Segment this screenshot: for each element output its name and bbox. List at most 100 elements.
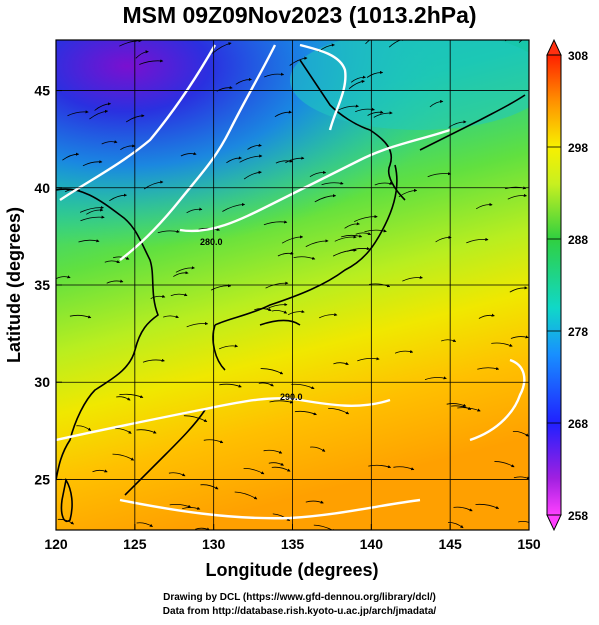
x-tick-label: 140 <box>360 536 384 552</box>
streamline <box>475 202 493 210</box>
streamline <box>175 266 195 273</box>
streamline <box>289 56 308 66</box>
y-axis: 25 30 35 40 45 <box>34 83 62 487</box>
streamline <box>374 181 393 186</box>
x-tick-label: 145 <box>438 536 462 552</box>
streamline <box>56 275 71 280</box>
streamline <box>79 205 104 213</box>
y-axis-label: Latitude (degrees) <box>4 207 24 363</box>
streamline <box>170 293 188 297</box>
streamline <box>333 361 349 365</box>
streamline <box>219 344 239 350</box>
streamline <box>94 102 112 111</box>
streamline <box>478 313 495 319</box>
streamline <box>109 193 128 202</box>
cold-ocean-region <box>290 40 529 130</box>
x-tick-label: 125 <box>123 536 147 552</box>
streamline <box>104 260 120 264</box>
streamline <box>334 235 357 242</box>
streamline <box>305 500 324 504</box>
y-tick-label: 45 <box>34 83 50 99</box>
streamline <box>518 521 529 523</box>
contour-label: 280.0 <box>200 237 223 247</box>
streamline <box>451 405 472 410</box>
streamline <box>441 338 457 342</box>
streamline <box>305 239 329 247</box>
streamline <box>314 194 337 203</box>
streamline <box>150 294 166 299</box>
streamline <box>234 491 258 500</box>
streamline <box>429 99 444 108</box>
x-tick-label: 135 <box>281 536 305 552</box>
streamline <box>119 393 144 399</box>
streamline <box>357 357 380 362</box>
streamline <box>271 310 288 314</box>
streamline <box>512 430 529 437</box>
streamline <box>265 302 288 310</box>
colorbar-tick-label: 278 <box>568 325 588 339</box>
streamline <box>222 202 246 212</box>
streamline <box>263 220 288 226</box>
grid-lines <box>56 40 529 530</box>
streamline <box>116 396 131 401</box>
streamline <box>264 72 285 78</box>
streamline <box>163 315 179 319</box>
streamline <box>235 77 253 85</box>
streamline <box>369 283 391 288</box>
streamline <box>120 144 136 151</box>
streamline <box>119 40 142 47</box>
streamline <box>168 472 186 477</box>
colorbar: 258 268 278 288 298 308 <box>546 38 588 532</box>
streamline <box>183 415 208 422</box>
streamline <box>173 271 189 277</box>
streamline <box>354 214 378 222</box>
streamline <box>200 484 219 490</box>
x-tick-label: 120 <box>44 536 68 552</box>
y-tick-label: 35 <box>34 277 50 293</box>
streamline <box>115 428 132 434</box>
streamline <box>509 286 528 293</box>
streamline <box>348 79 365 90</box>
temperature-contours <box>56 43 526 520</box>
streamline <box>101 140 118 145</box>
streamline <box>367 110 384 116</box>
streamline <box>169 503 192 508</box>
streamline <box>294 410 317 416</box>
streamline <box>344 222 360 229</box>
streamline <box>373 111 393 118</box>
streamline <box>368 464 392 469</box>
x-tick-label: 130 <box>202 536 226 552</box>
streamline <box>82 160 103 167</box>
streamline <box>319 312 338 319</box>
colorbar-scale <box>546 54 562 516</box>
streamline <box>453 506 473 512</box>
streamline <box>427 172 452 178</box>
streamline <box>388 40 405 48</box>
contour-label: 290.0 <box>280 392 303 402</box>
colorbar-tick-label: 308 <box>568 49 588 63</box>
streamline <box>328 407 350 415</box>
streamline <box>89 109 109 120</box>
streamline <box>510 335 529 339</box>
colorbar-tick-label: 288 <box>568 233 588 247</box>
streamline <box>507 193 528 200</box>
streamline <box>112 453 135 461</box>
colorbar-tick-label: 298 <box>568 141 588 155</box>
streamline <box>309 170 327 178</box>
streamline <box>142 358 165 363</box>
streamline <box>136 429 157 434</box>
streamline <box>226 156 242 164</box>
streamline <box>239 154 263 163</box>
streamline <box>291 383 315 390</box>
streamline <box>80 215 105 222</box>
streamline <box>243 170 262 180</box>
streamline <box>186 321 209 328</box>
streamline <box>366 70 384 78</box>
chart-title: MSM 09Z09Nov2023 (1013.2hPa) <box>122 2 477 28</box>
streamline <box>186 207 203 214</box>
streamline <box>258 382 274 387</box>
credit-data-source: Data from http://database.rish.kyoto-u.a… <box>162 606 437 617</box>
streamline <box>394 349 414 354</box>
x-tick-label: 150 <box>517 536 541 552</box>
streamline <box>243 467 265 475</box>
